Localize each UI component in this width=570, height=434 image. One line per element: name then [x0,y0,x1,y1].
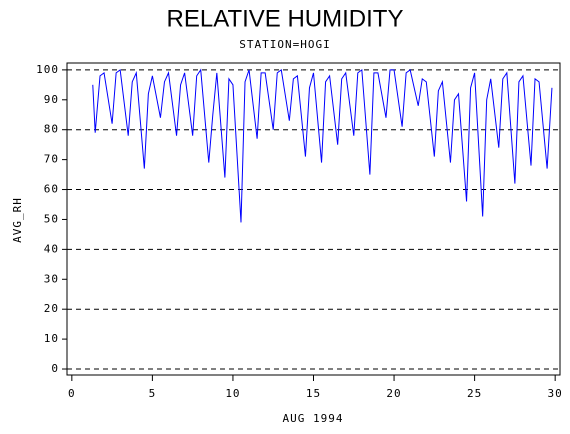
y-tick-label: 0 [51,362,59,375]
y-tick-label: 60 [44,183,59,196]
x-tick-label: 25 [467,387,482,400]
chart-title: RELATIVE HUMIDITY [167,5,404,32]
x-tick-label: 0 [68,387,76,400]
y-tick-label: 30 [44,272,59,285]
y-tick-label: 90 [44,93,59,106]
x-tick-label: 10 [225,387,240,400]
y-tick-label: 20 [44,302,59,315]
data-line [92,68,553,223]
x-tick-label: 30 [548,387,563,400]
y-tick-label: 80 [44,123,59,136]
y-axis-label: AVG_RH [11,197,24,243]
x-axis-label: AUG 1994 [283,412,344,425]
x-tick-label: 15 [306,387,321,400]
chart-subtitle: STATION=HOGI [239,38,330,51]
y-tick-label: 70 [44,153,59,166]
y-tick-label: 10 [44,332,59,345]
y-tick-label: 50 [44,212,59,225]
y-tick-label: 40 [44,242,59,255]
x-tick-label: 5 [149,387,157,400]
x-tick-label: 20 [386,387,401,400]
y-tick-label: 100 [36,63,59,76]
